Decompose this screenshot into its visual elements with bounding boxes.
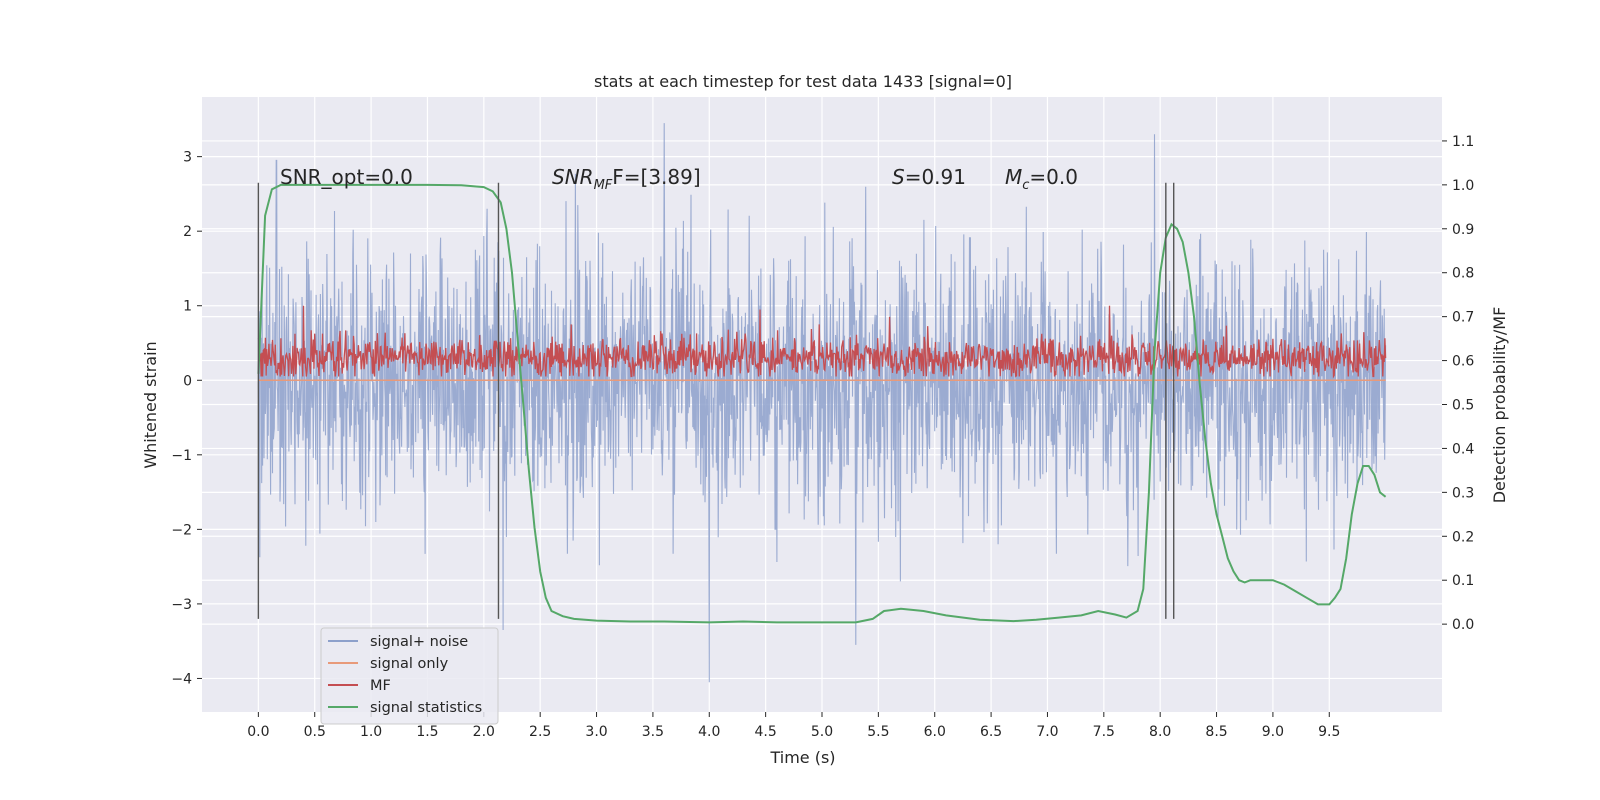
y-right-tick-label-8: 0.8 bbox=[1452, 266, 1474, 282]
y-right-tick-label-9: 0.9 bbox=[1452, 222, 1474, 238]
x-tick-label-19: 9.5 bbox=[1318, 724, 1340, 740]
annotation-snr-mf-main: SNR bbox=[552, 165, 594, 189]
chart-title: stats at each timestep for test data 143… bbox=[594, 72, 1012, 91]
x-tick-label-16: 8.0 bbox=[1149, 724, 1171, 740]
x-tick-label-11: 5.5 bbox=[867, 724, 889, 740]
annotation-snr-mf-rest: F=[3.89] bbox=[612, 165, 700, 189]
y-tick-label-2: −2 bbox=[171, 522, 192, 538]
x-tick-label-13: 6.5 bbox=[980, 724, 1002, 740]
y-tick-label-3: −1 bbox=[171, 448, 192, 464]
x-tick-label-6: 3.0 bbox=[585, 724, 607, 740]
x-tick-label-2: 1.0 bbox=[360, 724, 382, 740]
y-right-tick-label-2: 0.2 bbox=[1452, 529, 1474, 545]
x-tick-label-17: 8.5 bbox=[1205, 724, 1227, 740]
x-tick-label-7: 3.5 bbox=[642, 724, 664, 740]
x-tick-label-0: 0.0 bbox=[247, 724, 269, 740]
y-axis-label: Whitened strain bbox=[141, 341, 160, 468]
y-right-tick-label-10: 1.0 bbox=[1452, 178, 1474, 194]
signal-statistics-line bbox=[257, 183, 1387, 624]
signal-noise-series bbox=[257, 123, 1387, 683]
x-tick-label-14: 7.0 bbox=[1036, 724, 1058, 740]
x-tick-label-12: 6.0 bbox=[924, 724, 946, 740]
annotation-mc-rest: =0.0 bbox=[1029, 165, 1078, 189]
y-tick-label-6: 2 bbox=[183, 224, 192, 240]
x-tick-label-4: 2.0 bbox=[473, 724, 495, 740]
y-tick-label-7: 3 bbox=[183, 150, 192, 166]
y-axis-ticks: −4 −3 −2 −1 0 1 2 3 bbox=[171, 150, 202, 687]
y-tick-label-5: 1 bbox=[183, 299, 192, 315]
y-right-tick-label-4: 0.4 bbox=[1452, 441, 1474, 457]
annotation-mc: Mc=0.0 bbox=[1005, 165, 1078, 193]
annotation-snr-mf: SNRMFF=[3.89] bbox=[552, 165, 701, 193]
x-tick-label-15: 7.5 bbox=[1093, 724, 1115, 740]
legend-label-signal-only: signal only bbox=[370, 656, 449, 672]
y-right-tick-label-6: 0.6 bbox=[1452, 354, 1474, 370]
y-tick-label-4: 0 bbox=[183, 373, 192, 389]
y-tick-label-1: −3 bbox=[171, 597, 192, 613]
annotation-s-main: S bbox=[892, 165, 905, 189]
annotation-snr-opt: SNR_opt=0.0 bbox=[280, 165, 413, 189]
legend: signal+ noise signal only MF signal stat… bbox=[320, 627, 499, 725]
x-axis-ticks: 0.0 0.5 1.0 1.5 2.0 2.5 3.0 3.5 4.0 4.5 5.0 5.5 6.0 6… bbox=[247, 712, 1340, 740]
x-tick-label-18: 9.0 bbox=[1262, 724, 1284, 740]
x-tick-label-10: 5.0 bbox=[811, 724, 833, 740]
annotation-mc-sub: c bbox=[1022, 178, 1029, 193]
y-right-tick-label-0: 0.0 bbox=[1452, 617, 1474, 633]
annotation-snr-mf-sub: MF bbox=[594, 178, 613, 193]
y-tick-label-0: −4 bbox=[171, 671, 192, 687]
y-right-tick-label-7: 0.7 bbox=[1452, 310, 1474, 326]
x-tick-label-3: 1.5 bbox=[416, 724, 438, 740]
x-tick-label-5: 2.5 bbox=[529, 724, 551, 740]
y-right-tick-label-11: 1.1 bbox=[1452, 134, 1474, 150]
legend-label-signal-noise: signal+ noise bbox=[370, 634, 468, 650]
legend-label-signal-statistics: signal statistics bbox=[370, 700, 482, 716]
signal-noise-line bbox=[257, 123, 1387, 683]
marker-lines bbox=[257, 182, 1175, 619]
x-axis-label: Time (s) bbox=[769, 748, 835, 767]
y-right-tick-label-3: 0.3 bbox=[1452, 485, 1474, 501]
annotation-s-rest: =0.91 bbox=[905, 165, 966, 189]
x-tick-label-8: 4.0 bbox=[698, 724, 720, 740]
legend-label-mf: MF bbox=[370, 678, 391, 694]
x-tick-label-1: 0.5 bbox=[304, 724, 326, 740]
y-right-axis-label: Detection probability/MF bbox=[1490, 307, 1509, 504]
x-tick-label-9: 4.5 bbox=[755, 724, 777, 740]
annotation-mc-main: M bbox=[1005, 165, 1022, 189]
annotation-s: S=0.91 bbox=[892, 165, 966, 189]
legend-box bbox=[320, 627, 499, 725]
y-right-tick-label-1: 0.1 bbox=[1452, 573, 1474, 589]
signal-statistics-series bbox=[257, 183, 1387, 624]
y-right-tick-label-5: 0.5 bbox=[1452, 398, 1474, 414]
y-right-axis-ticks: 0.0 0.1 0.2 0.3 0.4 0.5 0.6 0.7 0.8 0.9 1.0 1.1 bbox=[1442, 134, 1474, 633]
